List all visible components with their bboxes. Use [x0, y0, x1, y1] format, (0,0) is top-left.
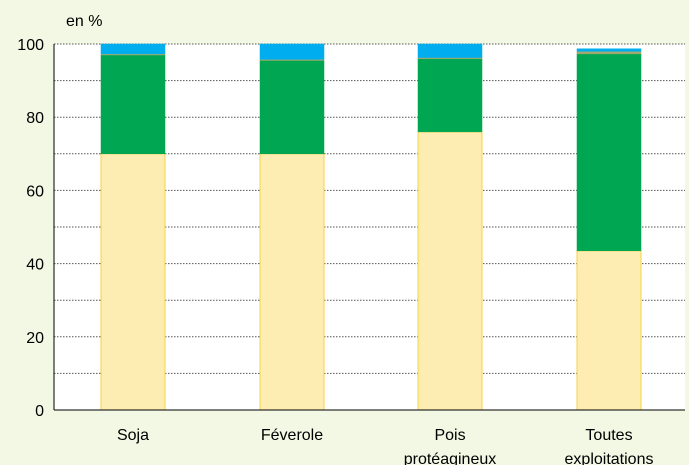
- y-unit-label: en %: [66, 13, 102, 30]
- y-tick-label: 80: [26, 110, 44, 127]
- bar-segment: [576, 250, 642, 411]
- y-tick-label: 40: [26, 257, 44, 274]
- bar-segment: [417, 43, 483, 58]
- bar-segment: [100, 54, 166, 155]
- category-label: protéagineux: [404, 451, 497, 465]
- bar-segment: [576, 51, 642, 55]
- category-label: Pois: [434, 427, 465, 444]
- y-tick-label: 60: [26, 183, 44, 200]
- category-label: exploitations: [565, 451, 654, 465]
- bar-segment: [259, 43, 325, 60]
- bar-segment: [576, 53, 642, 252]
- category-label: Féverole: [261, 427, 323, 444]
- bar-segment: [417, 58, 483, 133]
- y-tick-label: 20: [26, 330, 44, 347]
- category-label: Soja: [117, 427, 149, 444]
- bar-segment: [259, 60, 325, 155]
- bar-segment: [100, 153, 166, 411]
- y-tick-label: 100: [17, 37, 44, 54]
- bar-segment: [576, 48, 642, 52]
- y-tick-label: 0: [35, 403, 44, 420]
- bar-segment: [100, 43, 166, 55]
- category-label: Toutes: [585, 427, 632, 444]
- bar-segment: [417, 131, 483, 411]
- bar-segment: [259, 153, 325, 411]
